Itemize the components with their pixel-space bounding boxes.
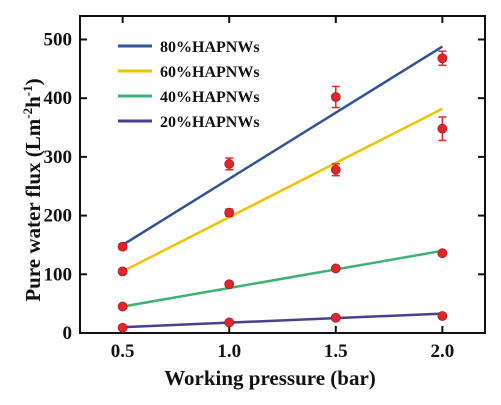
y-axis-title-end: ) [21,78,45,85]
data-point [437,123,448,134]
y-tick-label: 200 [44,206,73,227]
fit-line [122,312,443,329]
y-axis-title-sup2: -1 [20,85,35,96]
data-point [330,263,341,274]
data-point [437,53,448,64]
y-axis-title-base: Pure water flux (Lm [21,118,45,301]
fit-line [122,107,443,273]
data-point [330,312,341,323]
plot-border [79,15,486,334]
axis-ticks: 0.5 1.0 1.5 2.0 0 100 200 300 400 500 [44,16,485,362]
legend-label: 20%HAPNWs [160,114,260,131]
data-point [117,301,128,312]
legend-label: 60%HAPNWs [160,64,260,81]
legend-label: 80%HAPNWs [160,39,260,56]
data-point [117,241,128,252]
fit-line [121,45,444,247]
legend: 80%HAPNWs 60%HAPNWs 40%HAPNWs 20%HAPNWs [118,39,260,131]
fit-lines [121,45,444,329]
y-tick-label: 300 [44,147,73,168]
data-point [437,248,448,259]
plot-frame [79,15,486,334]
legend-label: 40%HAPNWs [160,89,260,106]
data-point [330,92,341,102]
data-point [224,159,235,169]
data-point [330,164,341,175]
x-tick-label: 1.5 [324,341,348,362]
fit-line [122,249,443,308]
data-point [224,317,235,328]
y-tick-label: 100 [44,264,73,285]
y-tick-label: 500 [44,29,73,50]
x-tick-label: 2.0 [430,341,454,362]
data-point [117,322,128,333]
data-point [224,207,235,218]
y-axis-title-mid: h [21,96,45,108]
data-point [224,279,235,290]
data-points [117,50,448,333]
x-axis-title: Working pressure (bar) [164,366,376,390]
y-tick-label: 0 [63,323,73,344]
data-point [437,311,448,321]
y-tick-label: 400 [44,88,73,109]
x-tick-label: 0.5 [111,341,135,362]
y-axis-title-sup1: -2 [20,108,35,119]
y-axis-title: Pure water flux (Lm-2h-1) [20,78,45,301]
x-tick-label: 1.0 [217,341,241,362]
data-point [117,266,128,277]
